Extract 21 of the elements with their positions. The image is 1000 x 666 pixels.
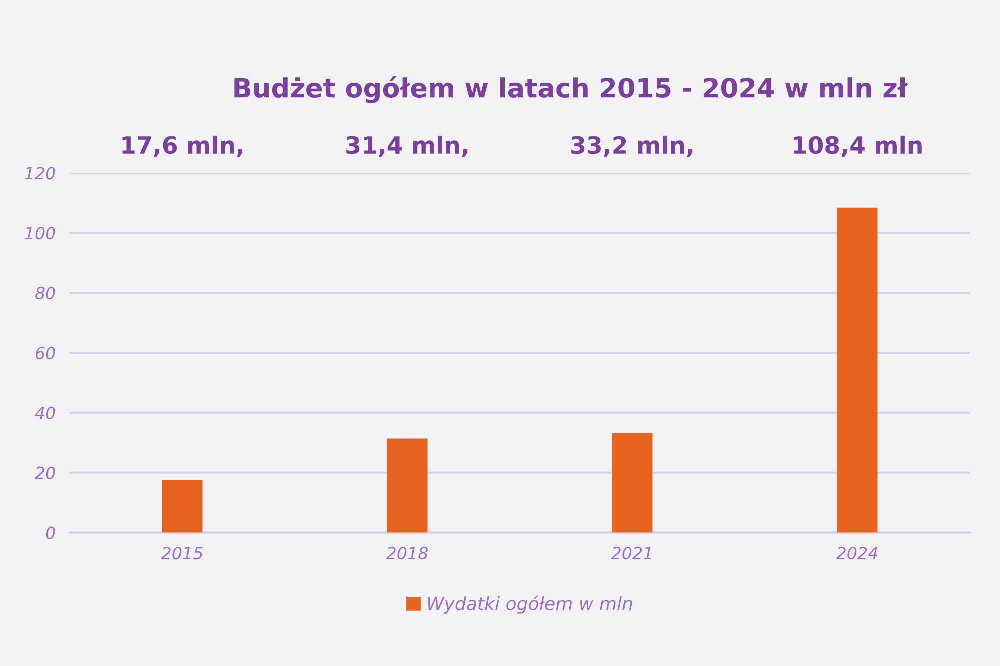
text: 31,4 mln, [346,136,468,158]
y-tick-label: 40 [35,406,56,420]
x-tick-label: 2018 [386,546,428,560]
y-tick-label: 120 [25,167,56,180]
y-tick-label: 60 [36,346,56,360]
x-tick-label: 2021 [611,546,652,560]
text: 108,4 mln [794,136,922,158]
y-tick-label: 20 [34,466,56,480]
y-tick-label: 100 [25,227,56,240]
chart-title: Budżet ogółem w latach 2015 - 2024 w mln zł [234,76,908,104]
bar [162,480,203,533]
y-tick-label: 80 [35,287,56,300]
bar [387,438,428,533]
bar [612,433,653,533]
y-tick-label: 0 [46,526,56,540]
x-tick-label: 2015 [161,546,203,560]
x-tick-label: 2024 [836,546,878,560]
bar [837,208,878,533]
text: 33,2 mln, [572,136,693,158]
text: 17,6 mln, [122,136,243,158]
legend-label: Wydatki ogółem w mln [428,596,632,614]
